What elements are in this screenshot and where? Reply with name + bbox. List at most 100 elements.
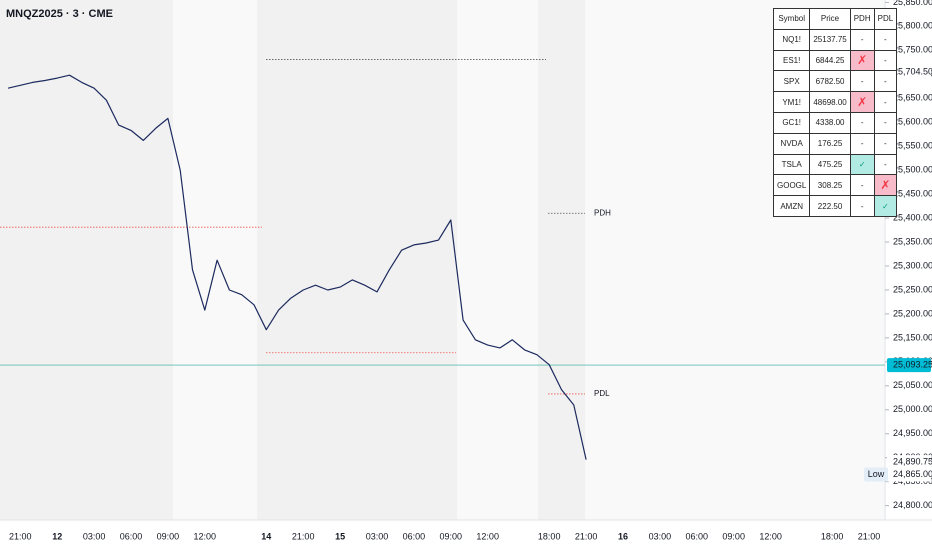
table-cell: 475.25: [809, 153, 851, 176]
table-row: Symbol Price PDH PDL: [772, 8, 898, 30]
x-tick-label: 12:00: [476, 531, 499, 541]
x-tick-label: 06:00: [403, 531, 426, 541]
price-line: [7, 74, 587, 460]
table-cell: -: [849, 132, 875, 155]
table-cell: SPX: [772, 70, 811, 93]
table-cell: -: [873, 132, 898, 155]
table-cell: GOOGL: [772, 174, 811, 197]
y-tick-label: 25,450.00: [893, 188, 932, 198]
y-tick-label: 25,650.00: [893, 93, 932, 103]
y-tick-label: 25,050.00: [893, 380, 932, 390]
y-tick-label: 25,500.00: [893, 165, 932, 175]
x-tick-label: 16: [618, 531, 628, 541]
table-cell: -: [849, 70, 875, 93]
table-cell: 6782.50: [809, 70, 851, 93]
table-row: SPX 6782.50- -: [772, 70, 898, 93]
y-tick-label: 25,750.00: [893, 45, 932, 55]
table-cell: -: [873, 153, 898, 176]
axis-marker-label: 24,890.75: [893, 457, 932, 467]
table-row: YM1! 48698.00 ✗ -: [772, 91, 898, 113]
table-row: NQ1! 25137.75- -: [772, 28, 898, 51]
level-label: PDH: [594, 208, 611, 217]
y-tick-label: 25,350.00: [893, 236, 932, 246]
y-tick-label: 25,600.00: [893, 117, 932, 127]
y-tick-label: 25,250.00: [893, 284, 932, 294]
table-cell: 25137.75: [809, 28, 851, 51]
table-cell: ✗: [849, 91, 875, 113]
y-tick-label: 25,000.00: [893, 404, 932, 414]
table-cell: ✗: [873, 174, 898, 197]
y-tick-label: 25,550.00: [893, 141, 932, 151]
table-cell: -: [873, 111, 898, 134]
x-tick-label: 21:00: [575, 531, 598, 541]
table-cell: 4338.00: [809, 111, 851, 134]
table-cell: NQ1!: [772, 28, 811, 51]
marker-note-bg: [864, 467, 888, 482]
table-cell: ES1!: [772, 49, 811, 72]
x-tick-label: 09:00: [440, 531, 463, 541]
table-row: ES1! 6844.25 ✗ -: [772, 49, 898, 72]
y-tick-label: 25,200.00: [893, 308, 932, 318]
table-cell: PDL: [873, 8, 898, 30]
y-tick-label: 25,800.00: [893, 21, 932, 31]
session-band: [457, 0, 538, 520]
table-cell: -: [849, 111, 875, 134]
y-tick-label: 25,150.00: [893, 332, 932, 342]
table-cell: -: [873, 49, 898, 72]
x-tick-label: 09:00: [157, 531, 180, 541]
table-cell: AMZN: [772, 195, 811, 217]
table-cell: -: [873, 70, 898, 93]
axis-marker-label: 24,865.00: [893, 469, 932, 479]
table-cell: 176.25: [809, 132, 851, 155]
x-tick-label: 21:00: [858, 531, 881, 541]
table-cell: PDH: [849, 8, 875, 30]
axis-marker-bg: [887, 65, 931, 80]
chart-title: MNQZ2025 · 3 · CME: [6, 8, 113, 20]
table-row: NVDA 176.25- -: [772, 132, 898, 155]
x-tick-label: 03:00: [366, 531, 389, 541]
table-cell: 308.25: [809, 174, 851, 197]
table-cell: Price: [809, 8, 851, 30]
table-cell: ✓: [849, 153, 875, 176]
axis-marker-bg: [887, 455, 931, 470]
y-tick-label: 25,300.00: [893, 260, 932, 270]
table-row: GC1! 4338.00- -: [772, 111, 898, 134]
x-tick-label: 12: [52, 531, 62, 541]
x-tick-label: 12:00: [759, 531, 782, 541]
level-label: PDL: [594, 389, 610, 398]
last-price-label: 25,093.25: [893, 359, 932, 369]
y-tick-label: 24,950.00: [893, 428, 932, 438]
x-tick-label: 06:00: [686, 531, 709, 541]
table-cell: -: [873, 28, 898, 51]
x-tick-label: 03:00: [83, 531, 106, 541]
x-tick-label: 03:00: [649, 531, 672, 541]
table-cell: ✗: [849, 49, 875, 72]
x-tick-label: 14: [261, 531, 271, 541]
table-row: GOOGL 308.25- ✗: [772, 174, 898, 197]
x-tick-label: 15: [335, 531, 345, 541]
x-tick-label: 21:00: [292, 531, 315, 541]
last-price-badge: [887, 358, 931, 373]
table-cell: Symbol: [772, 8, 811, 30]
session-band: [0, 0, 173, 520]
axis-marker-bg: [887, 467, 931, 482]
x-tick-label: 06:00: [120, 531, 143, 541]
y-tick-label: 25,400.00: [893, 212, 932, 222]
session-band: [538, 0, 585, 520]
table-cell: TSLA: [772, 153, 811, 176]
table-cell: GC1!: [772, 111, 811, 134]
x-tick-label: 12:00: [194, 531, 217, 541]
table-cell: 222.50: [809, 195, 851, 217]
x-tick-label: 18:00: [821, 531, 844, 541]
y-tick-label: 25,850.00: [893, 0, 932, 7]
table-cell: 48698.00: [809, 91, 851, 113]
x-tick-label: 21:00: [9, 531, 32, 541]
table-row: AMZN 222.50- ✓: [772, 195, 898, 217]
session-band: [257, 0, 457, 520]
table-cell: -: [849, 195, 875, 217]
table-cell: -: [849, 174, 875, 197]
table-cell: -: [873, 91, 898, 113]
table-cell: 6844.25: [809, 49, 851, 72]
table-cell: -: [849, 28, 875, 51]
